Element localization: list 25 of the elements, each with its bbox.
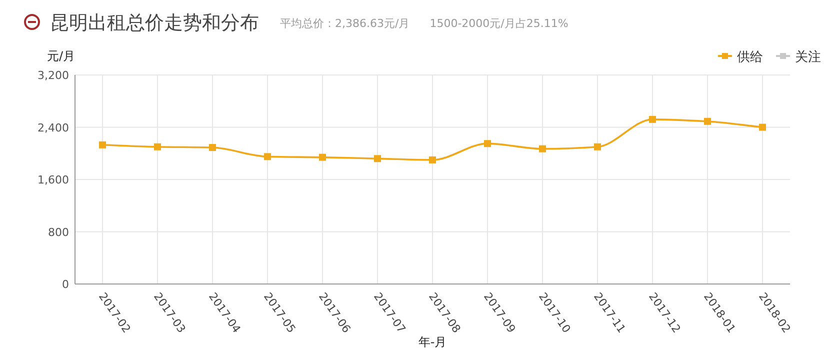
legend-label: 关注 [795,50,821,65]
point [429,156,436,164]
y-tick-label: 800 [48,226,69,239]
point [209,144,216,151]
y-tick-label: 2,400 [38,121,69,134]
y-tick-label: 0 [62,278,69,291]
point [264,153,271,160]
point [594,143,601,150]
point [99,141,106,148]
legend-label: 供给 [737,50,763,65]
point [704,118,711,125]
text: 1500-2000元/月占25.11% [430,17,568,30]
x-axis-title: 年-月 [418,335,447,349]
point [649,116,656,123]
y-tick-label: 1,600 [38,174,69,186]
chart-title: 昆明出租总价走势和分布 [50,12,259,34]
point [759,124,766,131]
y-tick-label: 3,200 [38,69,69,82]
point [374,155,381,162]
point [154,143,161,150]
text: 平均总价：2,386.63元/月 [280,17,410,30]
y-axis-title: 元/月 [47,49,76,63]
point [319,154,326,161]
point [539,145,546,152]
point [484,140,491,148]
